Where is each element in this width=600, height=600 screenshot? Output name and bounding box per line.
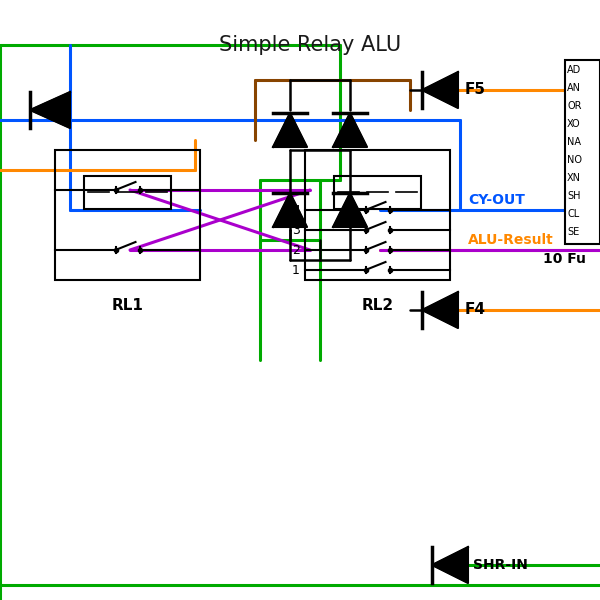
Text: 4: 4 [292, 203, 300, 217]
Bar [305, 150, 450, 280]
Text: SHR-IN: SHR-IN [473, 558, 528, 572]
Text: AN: AN [567, 83, 581, 93]
Text: OR: OR [567, 101, 581, 111]
Text: NO: NO [567, 155, 582, 165]
Text: SH: SH [567, 191, 581, 201]
Polygon shape [30, 92, 70, 128]
Text: ALU-Result: ALU-Result [468, 233, 554, 247]
Text: XN: XN [567, 173, 581, 183]
Text: AD: AD [567, 65, 581, 75]
Text: RL1: RL1 [112, 298, 143, 313]
Bar [55, 150, 200, 280]
Polygon shape [273, 113, 307, 147]
Text: 2: 2 [292, 244, 300, 257]
Polygon shape [333, 113, 367, 147]
Text: CL: CL [567, 209, 579, 219]
Polygon shape [333, 193, 367, 227]
Bar [334, 176, 421, 208]
Text: F5: F5 [465, 82, 486, 97]
Polygon shape [273, 193, 307, 227]
Bar [84, 176, 171, 208]
Polygon shape [422, 292, 458, 328]
Bar [565, 60, 600, 244]
Text: F4: F4 [465, 302, 486, 317]
Text: Simple Relay ALU: Simple Relay ALU [219, 35, 401, 55]
Polygon shape [422, 72, 458, 108]
Text: SE: SE [567, 227, 579, 237]
Text: XO: XO [567, 119, 581, 129]
Text: NA: NA [567, 137, 581, 147]
Text: RL2: RL2 [361, 298, 394, 313]
Text: 10 Fu: 10 Fu [543, 252, 586, 266]
Text: 1: 1 [292, 263, 300, 277]
Text: 3: 3 [292, 223, 300, 236]
Polygon shape [432, 547, 468, 583]
Text: CY-OUT: CY-OUT [468, 193, 525, 207]
